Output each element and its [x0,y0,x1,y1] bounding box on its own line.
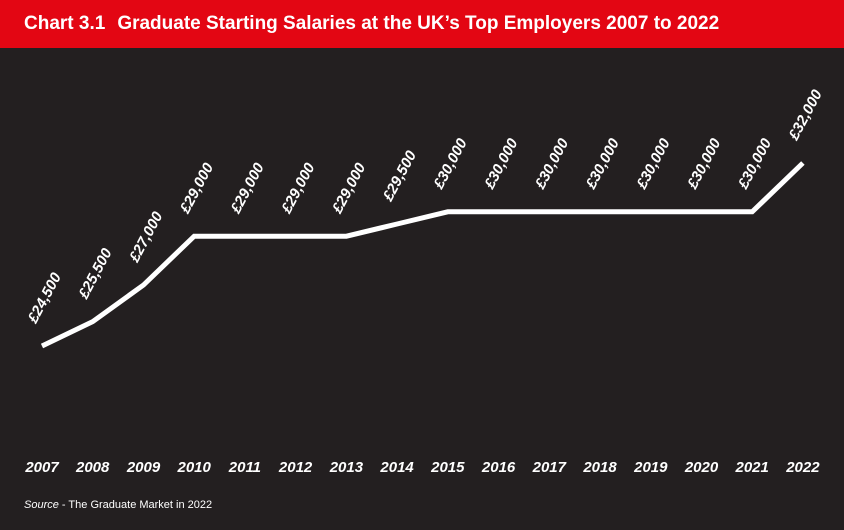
data-label: £25,500 [75,245,116,302]
x-tick-label: 2018 [582,459,617,476]
x-tick-label: 2011 [228,459,261,476]
data-label: £27,000 [126,208,167,265]
x-tick-label: 2009 [126,459,161,476]
x-tick-label: 2019 [633,459,668,476]
data-label: £29,000 [227,160,268,217]
source-label: Source [24,499,59,511]
data-label: £29,000 [278,160,319,217]
data-label: £30,000 [633,135,674,192]
x-tick-label: 2014 [379,459,414,476]
x-tick-label: 2008 [75,459,110,476]
data-label: £29,500 [379,147,420,204]
x-tick-label: 2016 [481,459,516,476]
x-tick-label: 2010 [177,459,212,476]
data-label: £24,500 [24,269,65,326]
data-label: £30,000 [684,135,725,192]
x-tick-label: 2007 [24,459,59,476]
source-text: - The Graduate Market in 2022 [58,499,213,511]
x-tick-label: 2020 [684,459,719,476]
data-label: £32,000 [785,86,826,143]
x-tick-label: 2022 [785,459,820,476]
data-label-layer: £24,500 £25,500£27,000£29,000 £29,000 £29,0… [24,86,826,326]
x-tick-label: 2017 [532,459,567,476]
series-line-layer [40,161,805,349]
x-tick-label: 2021 [735,459,769,476]
chart-title: Graduate Starting Salaries at the UK’s T… [117,13,720,34]
line-chart: £24,500 £25,500£27,000£29,000 £29,000 £29,0… [24,86,826,476]
x-tick-label: 2013 [329,459,364,476]
chart-header: Chart 3.1 Graduate Starting Salaries at … [0,0,844,48]
x-axis-ticks: 2007 2008 2009 2010 2011 2012 2013 2014 2015 2016… [24,459,820,476]
data-label: £29,000 [328,160,369,217]
data-label: £30,000 [734,135,775,192]
data-label: £29,000 [176,160,217,217]
x-tick-label: 2012 [278,459,313,476]
chart-number: Chart 3.1 [24,13,106,34]
data-label: £30,000 [582,135,623,192]
data-label: £30,000 [481,135,522,192]
source-note: Source - The Graduate Market in 2022 [24,499,212,511]
data-label: £30,000 [430,135,471,192]
x-tick-label: 2015 [430,459,465,476]
series-line [40,161,805,349]
data-label: £30,000 [531,135,572,192]
